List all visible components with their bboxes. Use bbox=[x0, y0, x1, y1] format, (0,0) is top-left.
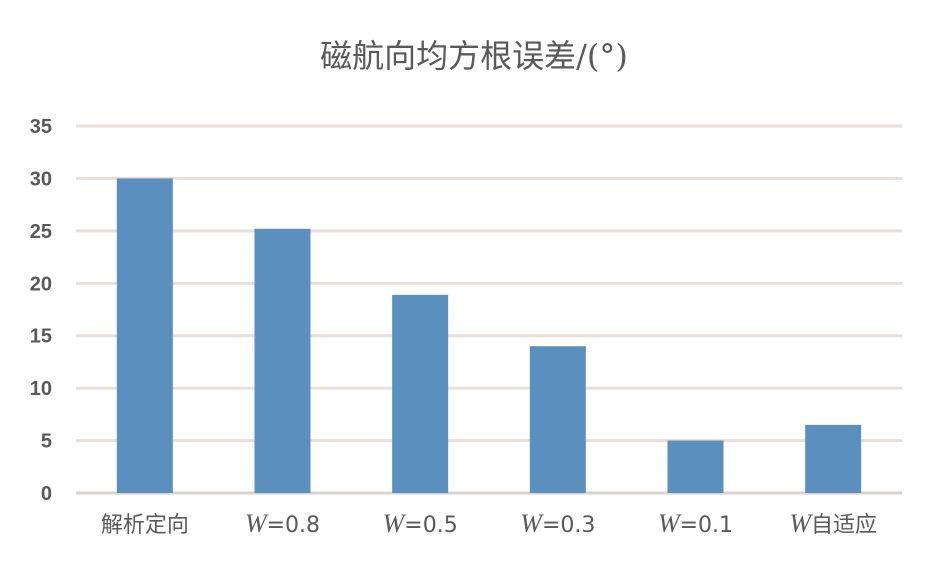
x-tick-text: 解析定向 bbox=[101, 513, 189, 538]
x-axis-ticks: 解析定向 W=0.8 W=0.5 W=0.3 W=0.1 W自适应 bbox=[101, 509, 877, 538]
gridlines bbox=[76, 124, 902, 495]
y-tick-label: 20 bbox=[30, 273, 52, 295]
bar bbox=[254, 228, 311, 493]
bar bbox=[529, 346, 586, 493]
x-tick-variable: W bbox=[658, 509, 682, 538]
y-tick-label: 25 bbox=[30, 221, 52, 243]
x-tick-variable: W bbox=[520, 509, 544, 538]
x-tick-variable: W bbox=[245, 509, 269, 538]
y-tick-label: 10 bbox=[30, 378, 52, 400]
bars bbox=[116, 178, 862, 493]
x-tick-text: =0.1 bbox=[680, 513, 733, 538]
y-tick-label: 15 bbox=[30, 326, 52, 348]
y-tick-label: 5 bbox=[41, 431, 52, 453]
bar bbox=[667, 440, 724, 493]
x-tick-label: W=0.1 bbox=[658, 509, 733, 538]
x-tick-text: =0.3 bbox=[542, 513, 595, 538]
chart-title: 磁航向均方根误差/(°) bbox=[320, 37, 628, 75]
bar bbox=[392, 294, 449, 493]
bar bbox=[116, 178, 173, 493]
x-tick-label: W=0.3 bbox=[520, 509, 595, 538]
y-tick-label: 0 bbox=[41, 483, 52, 505]
x-tick-label: W自适应 bbox=[789, 509, 877, 538]
x-tick-label: 解析定向 bbox=[101, 513, 189, 538]
x-tick-label: W=0.5 bbox=[383, 509, 458, 538]
x-tick-label: W=0.8 bbox=[245, 509, 320, 538]
y-axis-ticks: 0 5 10 15 20 25 30 35 bbox=[30, 116, 52, 505]
y-tick-label: 35 bbox=[30, 116, 52, 138]
x-tick-variable: W bbox=[789, 509, 813, 538]
x-tick-text: 自适应 bbox=[811, 513, 877, 538]
x-tick-variable: W bbox=[383, 509, 407, 538]
x-tick-text: =0.8 bbox=[267, 513, 320, 538]
x-tick-text: =0.5 bbox=[404, 513, 457, 538]
bar bbox=[805, 424, 862, 493]
y-tick-label: 30 bbox=[30, 168, 52, 190]
